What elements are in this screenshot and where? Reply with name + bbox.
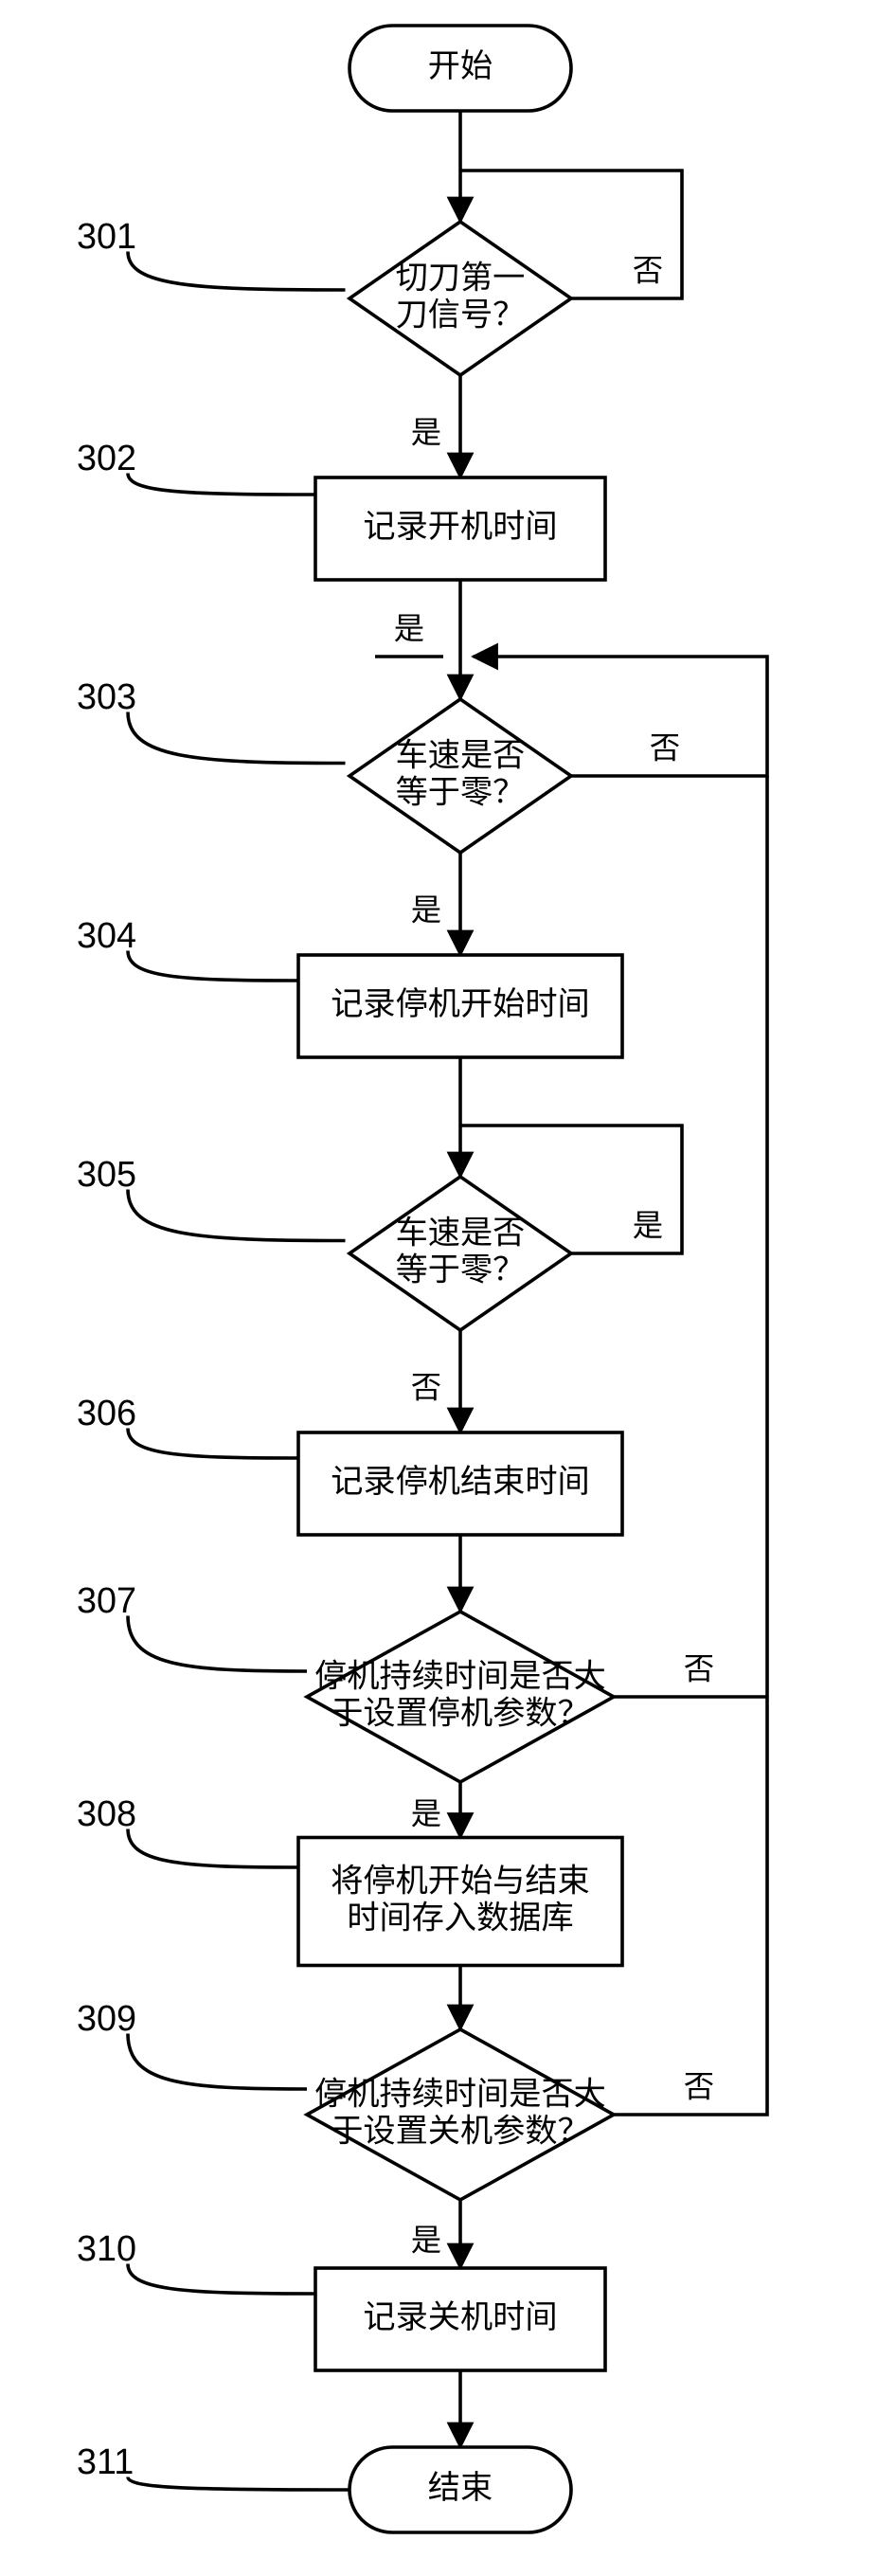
- step-label-307: 307: [77, 1581, 136, 1621]
- step-label-301: 301: [77, 217, 136, 257]
- edge-label: 是: [633, 1209, 663, 1243]
- node-text: 记录停机结束时间: [331, 1464, 590, 1500]
- step-label-309: 309: [77, 1999, 136, 2039]
- edge-label: 是: [411, 1797, 441, 1831]
- leader-line: [128, 1190, 346, 1241]
- flowchart-diagram: 是否是否是是是否否否是开始切刀第一刀信号？记录开机时间车速是否等于零？记录停机开…: [0, 0, 878, 2576]
- edge-label: 是: [394, 612, 424, 646]
- node-d303: 车速是否等于零？: [349, 699, 571, 853]
- node-p308: 将停机开始与结束时间存入数据库: [298, 1838, 622, 1966]
- node-text: 等于零？: [396, 775, 526, 811]
- node-text: 记录关机时间: [363, 2299, 557, 2335]
- node-text: 切刀第一: [396, 260, 526, 296]
- leader-line: [128, 474, 315, 495]
- node-p306: 记录停机结束时间: [298, 1432, 622, 1535]
- node-text: 将停机开始与结束: [331, 1863, 590, 1899]
- step-label-310: 310: [77, 2229, 136, 2269]
- edge-label: 否: [684, 2070, 714, 2104]
- node-text: 停机持续时间是否大: [314, 2076, 606, 2112]
- node-text: 于设置停机参数？: [331, 1696, 590, 1732]
- node-text: 开始: [428, 48, 493, 84]
- leader-line: [128, 2034, 307, 2090]
- node-text: 车速是否: [396, 1215, 526, 1251]
- step-label-311: 311: [77, 2442, 134, 2482]
- node-d305: 车速是否等于零？: [349, 1177, 571, 1330]
- leader-line: [128, 951, 298, 982]
- edge-label: 是: [411, 416, 441, 450]
- edge: [614, 776, 767, 2115]
- node-text: 记录开机时间: [363, 509, 557, 545]
- step-label-308: 308: [77, 1794, 136, 1834]
- edge-label: 否: [411, 1371, 441, 1405]
- edge-label: 否: [650, 731, 680, 766]
- edge-label: 否: [684, 1652, 714, 1686]
- leader-line: [128, 1429, 298, 1459]
- node-d301: 切刀第一刀信号？: [349, 222, 571, 375]
- node-text: 时间存入数据库: [347, 1900, 573, 1937]
- leader-line: [128, 252, 346, 291]
- node-end: 结束: [349, 2447, 571, 2532]
- node-text: 刀信号？: [396, 297, 526, 333]
- node-d309: 停机持续时间是否大于设置关机参数？: [307, 2029, 614, 2200]
- step-label-303: 303: [77, 677, 136, 717]
- edge-label: 否: [633, 254, 663, 288]
- node-text: 于设置关机参数？: [331, 2114, 590, 2150]
- node-p302: 记录开机时间: [315, 477, 605, 580]
- node-d307: 停机持续时间是否大于设置停机参数？: [307, 1612, 614, 1782]
- leader-line: [128, 1616, 307, 1672]
- node-text: 车速是否: [396, 737, 526, 773]
- node-text: 等于零？: [396, 1252, 526, 1288]
- leader-line: [128, 2477, 349, 2491]
- edge-label: 是: [411, 2224, 441, 2258]
- node-text: 记录停机开始时间: [331, 986, 590, 1022]
- step-labels-layer: 301 302 303 304 305 306 307 308 309 310 311: [77, 217, 349, 2490]
- leader-line: [128, 2264, 315, 2295]
- step-label-304: 304: [77, 916, 136, 956]
- step-label-306: 306: [77, 1394, 136, 1433]
- leader-line: [128, 1829, 298, 1868]
- node-p304: 记录停机开始时间: [298, 955, 622, 1057]
- node-text: 结束: [428, 2470, 493, 2506]
- node-start: 开始: [349, 26, 571, 111]
- step-label-302: 302: [77, 439, 136, 478]
- edge-label: 是: [411, 893, 441, 928]
- node-p310: 记录关机时间: [315, 2268, 605, 2370]
- leader-line: [128, 712, 346, 764]
- node-text: 停机持续时间是否大: [314, 1658, 606, 1694]
- step-label-305: 305: [77, 1155, 136, 1195]
